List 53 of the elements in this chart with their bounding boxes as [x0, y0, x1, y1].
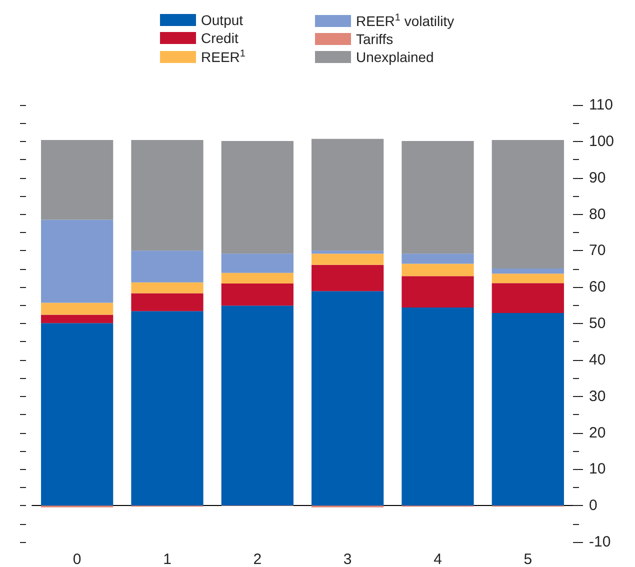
bar — [492, 283, 564, 313]
bar — [402, 254, 474, 264]
x-tick-label: 4 — [434, 551, 442, 567]
y-tick-label: 0 — [589, 497, 598, 514]
legend-label: Output — [201, 12, 244, 28]
legend-label: Credit — [201, 30, 238, 46]
x-tick-label: 3 — [343, 551, 352, 567]
y-tick-label: 100 — [589, 132, 614, 150]
x-tick-label: 0 — [72, 551, 82, 567]
bar — [312, 254, 384, 265]
y-tick-label: -10 — [589, 534, 611, 550]
x-tick-label: 5 — [524, 551, 532, 567]
bar — [312, 264, 384, 292]
legend-label: Unexplained — [356, 49, 434, 65]
legend-label: Tariffs — [356, 31, 394, 47]
bar — [402, 141, 474, 254]
bar — [131, 140, 204, 251]
bar — [402, 264, 474, 276]
y-tick-label: 20 — [589, 424, 606, 442]
bar — [221, 306, 294, 506]
bar — [312, 250, 384, 254]
bar — [402, 276, 474, 308]
bar — [492, 140, 564, 269]
bar — [131, 282, 204, 294]
bar — [312, 138, 384, 251]
bar — [41, 220, 114, 303]
bar — [221, 272, 294, 284]
bar — [41, 302, 114, 315]
y-tick-label: 60 — [589, 278, 606, 296]
y-tick-label: 40 — [589, 351, 606, 368]
y-tick-label: 10 — [589, 460, 606, 478]
bar — [221, 141, 294, 254]
bar — [221, 283, 294, 306]
bar — [492, 274, 564, 284]
y-tick-label: 110 — [589, 96, 613, 114]
bar — [41, 140, 114, 220]
y-tick-label: 80 — [589, 206, 606, 223]
bar — [41, 323, 114, 506]
bar — [402, 307, 474, 506]
x-tick-label: 2 — [253, 551, 262, 567]
bar — [131, 293, 204, 312]
bar — [41, 314, 114, 324]
bar — [131, 250, 204, 282]
x-tick-label: 1 — [163, 551, 172, 567]
y-tick-label: 30 — [589, 388, 606, 405]
bar — [221, 254, 294, 273]
y-tick-label: 70 — [589, 242, 606, 260]
y-tick-label: 50 — [589, 315, 606, 332]
bar — [492, 312, 564, 506]
y-tick-label: 90 — [589, 169, 606, 186]
bar — [492, 268, 564, 274]
bar — [131, 311, 204, 506]
bar — [312, 291, 384, 506]
